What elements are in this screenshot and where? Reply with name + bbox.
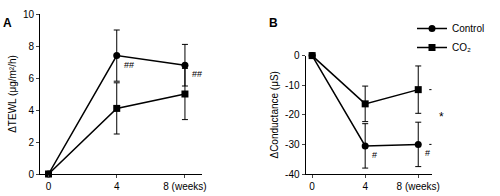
svg-text:10: 10: [23, 9, 35, 20]
svg-text:ΔConductance (μS): ΔConductance (μS): [269, 71, 280, 158]
svg-text:##: ##: [192, 69, 202, 79]
svg-text:B: B: [269, 16, 278, 30]
svg-text:-10: -10: [285, 80, 300, 91]
svg-text:A: A: [3, 16, 12, 30]
svg-text:8 (weeks): 8 (weeks): [163, 181, 206, 192]
svg-text:*: *: [439, 110, 444, 124]
svg-text:-20: -20: [285, 109, 300, 120]
svg-text:0: 0: [309, 181, 315, 192]
svg-text:-30: -30: [285, 139, 300, 150]
svg-text:4: 4: [28, 105, 34, 116]
svg-text:ΔTEWL (μg/m²/h): ΔTEWL (μg/m²/h): [7, 55, 18, 133]
svg-text:8 (weeks): 8 (weeks): [397, 181, 440, 192]
svg-text:4: 4: [114, 181, 120, 192]
svg-text:Control: Control: [452, 23, 484, 34]
svg-text:8: 8: [28, 41, 34, 52]
svg-text:4: 4: [362, 181, 368, 192]
svg-text:#: #: [425, 148, 430, 158]
svg-text:0: 0: [28, 169, 34, 180]
svg-text:##: ##: [124, 60, 134, 70]
svg-text:CO₂: CO₂: [452, 42, 471, 53]
svg-text:6: 6: [28, 73, 34, 84]
svg-text:0: 0: [294, 50, 300, 61]
svg-text:#: #: [372, 150, 377, 160]
svg-text:-40: -40: [285, 169, 300, 180]
svg-text:0: 0: [46, 181, 52, 192]
svg-text:2: 2: [28, 137, 34, 148]
